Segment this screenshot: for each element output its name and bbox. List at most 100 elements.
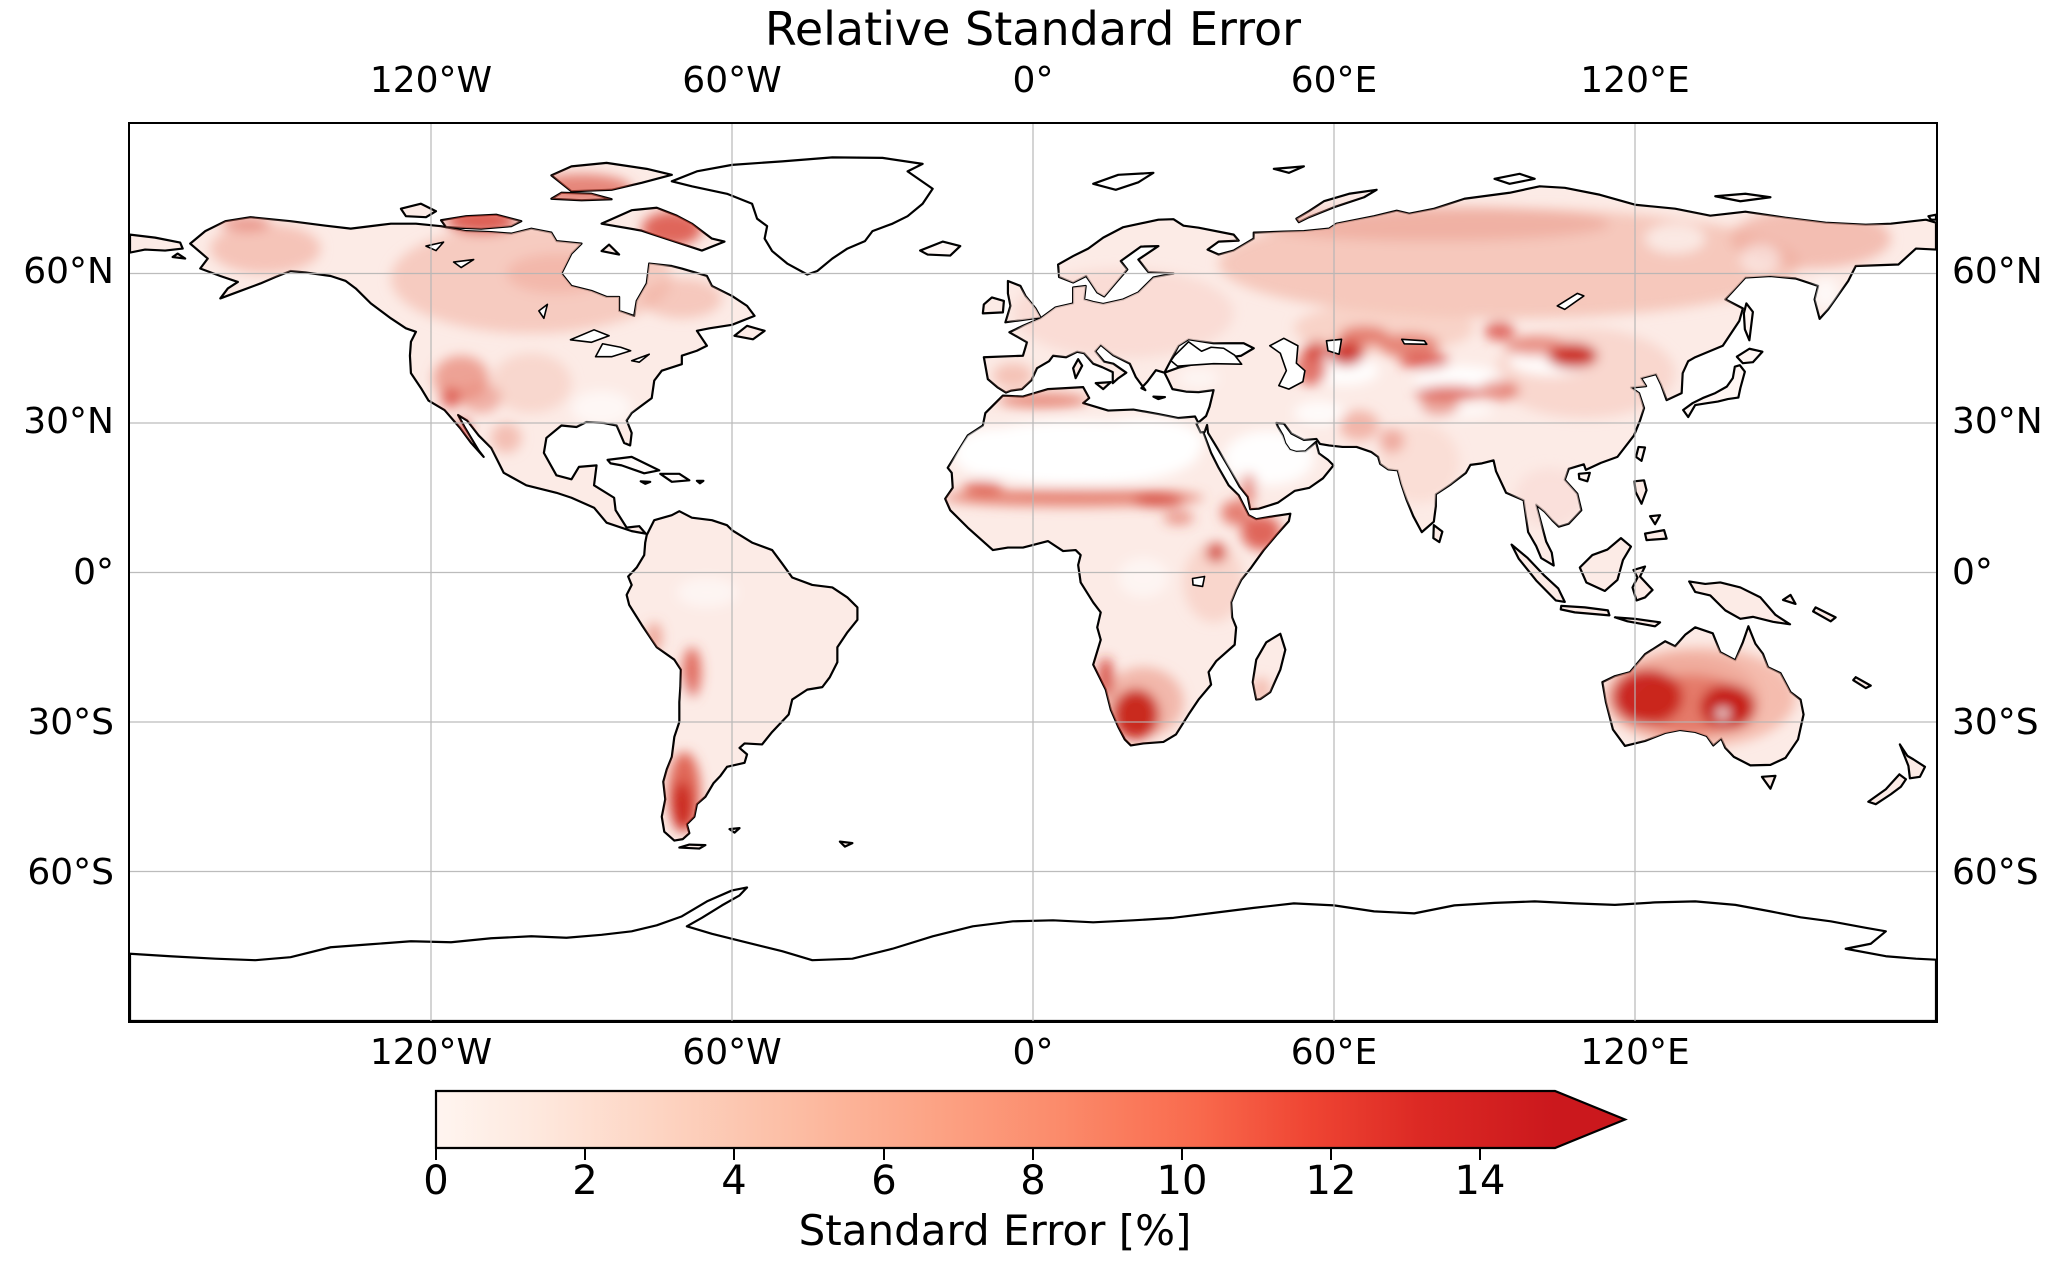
- wash-alaska: [210, 223, 321, 274]
- nodata-kamchatka: [1813, 278, 1839, 309]
- landmass-jamaica: [641, 481, 651, 483]
- colorbar-tick-label-12: 12: [1305, 1158, 1357, 1204]
- nodata-iran-desert: [1293, 400, 1345, 426]
- landmass-southampton-island: [602, 245, 620, 255]
- landmass-sri-lanka: [1433, 525, 1442, 542]
- lat-tick-right-60s: 60°S: [1952, 852, 2039, 893]
- hotspot-afghan-pak: [1339, 410, 1380, 441]
- landmass-greenland: [672, 157, 933, 274]
- nodata-karakum: [1308, 355, 1380, 386]
- error-raster-overlay: [210, 173, 1891, 832]
- map-frame: [128, 122, 1938, 1023]
- colorbar-tick: [435, 1148, 437, 1160]
- wash-quebec: [641, 278, 722, 319]
- landmass-lesser-sunda: [1615, 617, 1660, 626]
- landmass-hispaniola: [660, 474, 689, 482]
- landmass-tierra-del-fuego: [679, 845, 705, 849]
- hotspot-tibet-west: [1419, 395, 1460, 416]
- lake-caspian-sea: [1270, 338, 1305, 389]
- landmass-new-zealand-south: [1868, 774, 1906, 804]
- landmass-sumatra: [1512, 545, 1565, 602]
- landmass-chukotka-fragment: [130, 235, 183, 253]
- landmass-south-georgia: [840, 842, 853, 847]
- lake-superior: [570, 330, 609, 342]
- colorbar-label: Standard Error [%]: [798, 1206, 1192, 1255]
- landmass-visayas: [1650, 515, 1660, 524]
- landmass-new-zealand-north: [1900, 744, 1925, 778]
- hotspot-nw-mongolia: [1484, 320, 1515, 341]
- colorbar: [434, 1089, 1628, 1150]
- lat-tick-left-60n: 60°N: [23, 251, 114, 292]
- lon-tick-top-120e: 120°E: [1580, 60, 1690, 101]
- landmass-falklands: [729, 828, 739, 832]
- lat-tick-right-30s: 30°S: [1952, 702, 2039, 743]
- colorbar-tick: [584, 1148, 586, 1160]
- hotspot-karoo-kalahari: [1113, 689, 1159, 740]
- hotspot-australia-west: [1612, 669, 1683, 725]
- nodata-verkhoyansk: [1645, 223, 1706, 254]
- colorbar-tick-label-4: 4: [721, 1158, 747, 1204]
- wash-east-africa: [1183, 542, 1244, 623]
- landmass-new-guinea: [1689, 581, 1790, 624]
- lon-tick-top-60w: 60°W: [682, 60, 782, 101]
- landmass-luzon: [1634, 480, 1646, 503]
- nodata-congo: [1118, 557, 1169, 598]
- lon-tick-bottom-120w: 120°W: [369, 1032, 493, 1073]
- lake-great-slave: [454, 260, 474, 268]
- colorbar-tick-label-10: 10: [1156, 1158, 1208, 1204]
- landmass-hainan: [1579, 473, 1590, 481]
- wash-arctic-russia-coast: [1258, 206, 1610, 242]
- landmass-cuba: [608, 457, 660, 473]
- lat-tick-left-0: 0°: [73, 552, 114, 593]
- lake-michigan-huron: [596, 344, 631, 357]
- hotspot-south-sudan: [1163, 510, 1194, 526]
- landmass-hokkaido: [1737, 349, 1763, 363]
- colorbar-tick-label-2: 2: [572, 1158, 598, 1204]
- colorbar-tick-label-14: 14: [1454, 1158, 1506, 1204]
- colorbar-tick: [1330, 1148, 1332, 1160]
- hotspot-thar: [1379, 427, 1405, 453]
- world-map-svg: [130, 124, 1936, 1021]
- lake-baikal: [1557, 293, 1584, 309]
- landmass-ireland: [983, 297, 1004, 313]
- hotspot-turkana: [1206, 542, 1227, 563]
- landmass-tasmania: [1762, 776, 1776, 789]
- lon-tick-bottom-120e: 120°E: [1580, 1032, 1690, 1073]
- lake-balkhash: [1402, 339, 1427, 344]
- lat-tick-left-60s: 60°S: [27, 852, 114, 893]
- landmass-taiwan: [1636, 447, 1645, 461]
- hotspot-ustyurt: [1303, 340, 1329, 361]
- nodata-libya-egypt: [1083, 418, 1204, 468]
- lake-winnipeg: [539, 304, 548, 318]
- nodata-amazon-patch: [676, 577, 738, 608]
- hotspot-sudan: [1133, 492, 1184, 508]
- landmass-solomons: [1813, 607, 1836, 621]
- nodata-lake-eyre: [1716, 708, 1729, 719]
- landmass-mindanao: [1645, 530, 1667, 540]
- hotspot-mojave: [441, 388, 462, 409]
- landmass-newfoundland: [735, 326, 765, 339]
- lake-black-sea: [1171, 342, 1242, 366]
- hotspot-qaidam-rim: [1479, 380, 1520, 401]
- lat-tick-right-60n: 60°N: [1952, 251, 2043, 292]
- colorbar-tick-label-6: 6: [871, 1158, 897, 1204]
- lon-tick-top-60e: 60°E: [1290, 60, 1378, 101]
- nodata-anatolia: [1178, 368, 1219, 389]
- landmass-new-caledonia: [1853, 677, 1871, 688]
- lon-tick-top-0: 0°: [1012, 60, 1054, 101]
- nodata-kolyma: [1740, 243, 1781, 274]
- colorbar-tick: [1479, 1148, 1481, 1160]
- landmass-sakhalin: [1744, 303, 1753, 340]
- lon-tick-bottom-60e: 60°E: [1290, 1032, 1378, 1073]
- colorbar-tick: [1032, 1148, 1034, 1160]
- graticule: [130, 124, 1936, 1021]
- hotspot-patagonia-core: [671, 781, 692, 832]
- lon-tick-bottom-60w: 60°W: [682, 1032, 782, 1073]
- hotspot-afar-ethiopia: [1221, 500, 1252, 526]
- landmass-new-siberian-islands: [1715, 194, 1770, 201]
- lon-tick-top-120w: 120°W: [369, 60, 493, 101]
- hotspot-mexico-nw: [491, 423, 522, 453]
- landmass-st-lawrence-island: [173, 254, 186, 259]
- colorbar-tick: [883, 1148, 885, 1160]
